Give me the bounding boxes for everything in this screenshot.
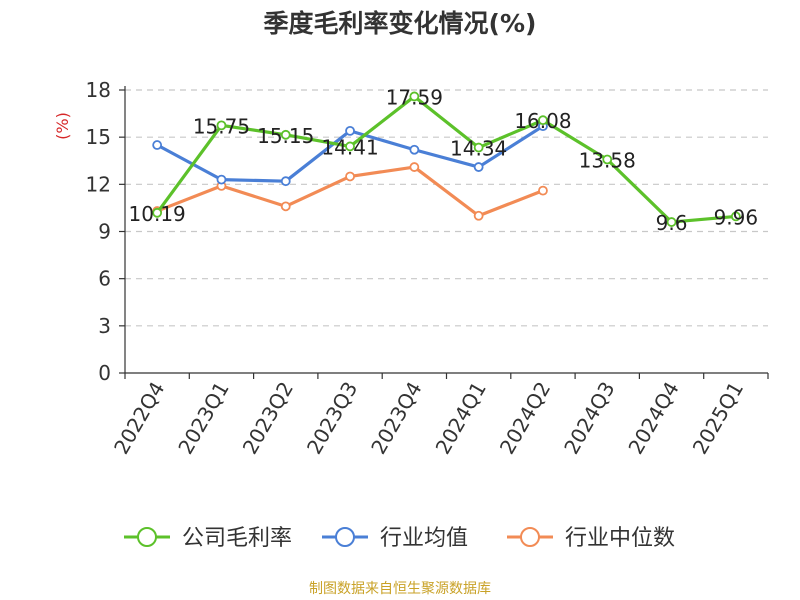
data-label-2024Q1: 14.34 [450,137,507,161]
x-tick-label-2023Q2: 2023Q2 [238,378,298,459]
x-tick-label-2023Q1: 2023Q1 [173,378,233,459]
data-point-s1-2022Q4 [152,140,163,150]
axes: 0 3 6 9 12 15 18 2022Q4 2023Q1 2023Q2 2023Q3 2023Q4… [86,78,769,459]
data-label-2022Q4: 10.19 [129,202,186,226]
y-axis-unit-label: (%) [53,112,72,140]
data-label-2023Q2: 15.15 [257,124,314,148]
y-tick-label-15: 15 [86,125,111,149]
data-point-s0-2024Q3 [602,154,613,165]
data-point-s0-2023Q1 [216,120,227,131]
data-point-s1-2023Q2 [280,176,291,187]
grid-lines [125,89,768,327]
x-tick-label-2024Q4: 2024Q4 [623,378,683,459]
legend-label-2: 行业中位数 [565,526,675,551]
x-tick-label-2023Q4: 2023Q4 [366,378,426,459]
x-tick-label-2024Q3: 2024Q3 [559,378,619,459]
x-tick-label-2022Q4: 2022Q4 [109,378,169,459]
y-tick-label-3: 3 [98,314,111,338]
legend-marker-1 [335,527,355,547]
x-tick-label-2024Q2: 2024Q2 [495,378,555,459]
data-point-s0-2025Q1 [730,211,741,222]
y-tick-label-18: 18 [86,78,111,102]
data-point-s2-2024Q2 [538,185,548,196]
data-label-2024Q3: 13.58 [579,148,636,172]
x-tick-label-2024Q1: 2024Q1 [431,378,491,459]
x-tick-label-2023Q3: 2023Q3 [302,378,362,459]
data-point-s1-2023Q4 [409,144,420,155]
y-tick-label-12: 12 [86,172,111,196]
data-label-2024Q4: 9.6 [656,211,688,235]
data-point-s0-2024Q1 [473,142,484,153]
data-label-2023Q4: 17.59 [386,85,443,109]
data-label-2023Q1: 15.75 [193,114,250,138]
data-point-s1-2024Q1 [473,162,484,172]
legend-marker-2 [520,527,540,547]
data-point-s0-2024Q4 [666,217,677,227]
legend: 公司毛利率 行业均值 行业中位数 [124,526,675,551]
data-labels: 10.19 15.75 15.15 14.41 17.59 14.34 16.08 13.58… [129,85,759,235]
data-label-2025Q1: 9.96 [714,205,759,229]
data-point-s1-2023Q3 [345,125,355,136]
data-point-s0-2023Q3 [345,141,355,152]
y-tick-label-6: 6 [98,267,111,291]
legend-marker-0 [137,527,157,547]
source-note: 制图数据来自恒生聚源数据库 [309,581,491,597]
data-point-s2-2024Q1 [473,210,484,221]
x-tick-label-2025Q1: 2025Q1 [688,378,748,459]
series-lines [152,91,741,227]
legend-label-0: 公司毛利率 [182,526,292,551]
data-point-s2-2023Q3 [345,171,355,182]
data-label-2024Q2: 16.08 [514,109,571,133]
data-point-s2-2023Q2 [280,201,291,212]
data-point-s0-2023Q2 [280,129,291,140]
data-point-s1-2023Q1 [216,174,227,185]
legend-label-1: 行业均值 [380,526,468,551]
data-point-s0-2023Q4 [409,91,420,102]
data-point-s0-2022Q4 [152,207,163,218]
data-label-2023Q3: 14.41 [321,135,378,159]
series-line-0 [155,94,736,224]
y-tick-label-0: 0 [98,361,111,385]
data-point-s2-2023Q4 [409,162,420,172]
chart-title: 季度毛利率变化情况(%) [263,9,537,38]
data-point-s0-2024Q2 [538,115,548,126]
y-tick-label-9: 9 [98,220,111,244]
